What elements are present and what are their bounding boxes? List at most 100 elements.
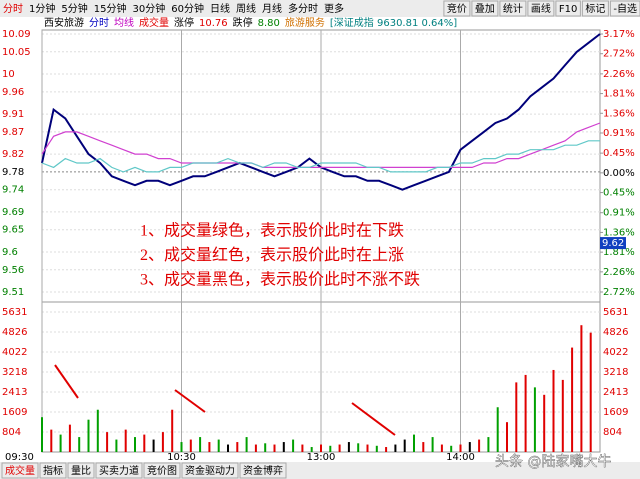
- volume-bar: [450, 445, 453, 452]
- tab-frame: [143, 462, 181, 479]
- toolbar-tab[interactable]: 日线: [210, 2, 230, 15]
- y-tick-label-right: 804: [603, 427, 622, 438]
- info-item: 涨停: [174, 16, 194, 29]
- volume-bar: [273, 444, 276, 452]
- toolbar-tab[interactable]: 60分钟: [171, 2, 204, 15]
- volume-bar: [394, 444, 397, 452]
- info-item: 10.76: [199, 18, 228, 29]
- y-tick-label-right: 1609: [603, 407, 628, 418]
- y2-tick-label: 1.36%: [603, 108, 635, 119]
- y2-tick-label: 2.26%: [603, 267, 635, 278]
- volume-bar: [357, 443, 360, 452]
- volume-bar: [115, 439, 118, 452]
- y-tick-label: 1609: [2, 407, 27, 418]
- bottom-tab[interactable]: 竞价图: [147, 464, 177, 477]
- toolbar-button[interactable]: F10: [559, 4, 577, 15]
- bottom-tab[interactable]: 资金驱动力: [185, 464, 235, 477]
- y-tick-label: 9.74: [2, 185, 24, 196]
- volume-bar: [301, 444, 304, 452]
- y-tick-label-right: 2413: [603, 387, 628, 398]
- toolbar-tab[interactable]: 周线: [236, 2, 256, 15]
- volume-bar: [245, 437, 248, 452]
- y2-tick-label: 2.26%: [603, 69, 635, 80]
- bottom-tab[interactable]: 资金博弈: [243, 464, 283, 477]
- toolbar-tab[interactable]: 更多: [324, 2, 344, 15]
- volume-bar: [413, 434, 415, 452]
- volume-bar: [217, 439, 220, 452]
- bottom-bar-bg: [0, 462, 640, 479]
- button-frame: [527, 0, 555, 17]
- info-item: 分时: [89, 17, 109, 29]
- arrow: [174, 389, 206, 413]
- volume-bar: [41, 417, 43, 452]
- x-tick-label: 10:30: [167, 452, 196, 463]
- info-item: 旅游服务: [285, 16, 325, 29]
- y-tick-label: 9.56: [2, 265, 24, 276]
- toolbar-tab[interactable]: 1分钟: [29, 2, 55, 15]
- bottom-tab[interactable]: 买卖力道: [99, 464, 139, 477]
- button-frame: [581, 0, 609, 17]
- toolbar-tab[interactable]: 多分时: [288, 2, 318, 15]
- y-tick-label: 4022: [2, 347, 27, 358]
- y-tick-label: 9.65: [2, 225, 24, 236]
- toolbar-button[interactable]: 统计: [503, 2, 523, 15]
- toolbar-button[interactable]: 标记: [585, 3, 605, 15]
- price-line: [41, 122, 601, 168]
- volume-bar: [366, 444, 369, 452]
- volume-bar: [106, 432, 109, 452]
- volume-bar: [375, 445, 378, 452]
- toolbar-tab[interactable]: 分时: [3, 3, 23, 15]
- volume-bar: [571, 347, 574, 452]
- volume-bar: [59, 434, 62, 452]
- y2-tick-label: 1.81%: [603, 247, 635, 258]
- volume-bar: [254, 444, 257, 452]
- toolbar-button[interactable]: 叠加: [475, 3, 495, 15]
- volume-bar: [152, 439, 155, 452]
- toolbar-tab[interactable]: 月线: [262, 2, 282, 15]
- volume-bar: [431, 437, 434, 452]
- watermark: 头条 @陆家嘴大牛: [495, 453, 611, 470]
- tab-frame: [67, 462, 95, 479]
- toolbar-tab[interactable]: 30分钟: [132, 2, 165, 15]
- toolbar-button[interactable]: 竞价: [447, 2, 467, 15]
- y-tick-label: 9.51: [2, 287, 24, 298]
- cursor-tag-bg: [600, 237, 626, 250]
- volume-bar: [208, 442, 211, 452]
- y2-tick-label: 2.72%: [603, 287, 635, 298]
- volume-bar: [264, 443, 267, 452]
- y2-tick-label: 0.91%: [603, 128, 635, 139]
- annotation: 1、成交量绿色，表示股价此时在下跌: [140, 222, 404, 240]
- y-tick-label: 9.69: [2, 207, 24, 218]
- volume-bar: [68, 424, 71, 452]
- y-tick-label-right: 5631: [603, 307, 628, 318]
- y2-tick-label: 0.45%: [603, 148, 635, 159]
- volume-bar: [282, 442, 285, 452]
- tab-frame: [239, 462, 287, 479]
- y-tick-label: 2413: [2, 387, 27, 398]
- volume-bar: [292, 439, 295, 452]
- toolbar-button[interactable]: 画线: [531, 2, 551, 15]
- annotation: 2、成交量红色，表示股价此时在上涨: [140, 246, 404, 264]
- y2-tick-label: 0.00%: [603, 168, 635, 179]
- button-frame: [499, 0, 527, 17]
- info-item: 西安旅游: [44, 16, 84, 29]
- bottom-tab[interactable]: 量比: [71, 465, 91, 477]
- cursor-tag: 9.62: [602, 238, 624, 249]
- volume-bar: [189, 439, 192, 452]
- volume-bar: [338, 444, 341, 452]
- bottom-tab[interactable]: 成交量: [5, 464, 35, 477]
- toolbar-button[interactable]: -自选: [613, 2, 637, 15]
- volume-bar: [506, 422, 508, 452]
- y-tick-label: 9.78: [2, 167, 24, 178]
- volume-bar: [533, 387, 536, 452]
- y-tick-label-right: 3218: [603, 367, 628, 378]
- volume-bar: [199, 437, 202, 452]
- toolbar-tab[interactable]: 5分钟: [61, 2, 87, 15]
- toolbar-tab[interactable]: 15分钟: [94, 2, 127, 15]
- y-tick-label: 804: [2, 427, 21, 438]
- volume-bar: [487, 437, 490, 452]
- y-tick-label: 9.6: [2, 247, 18, 258]
- bottom-tab[interactable]: 指标: [43, 464, 63, 477]
- volume-bar: [87, 419, 90, 452]
